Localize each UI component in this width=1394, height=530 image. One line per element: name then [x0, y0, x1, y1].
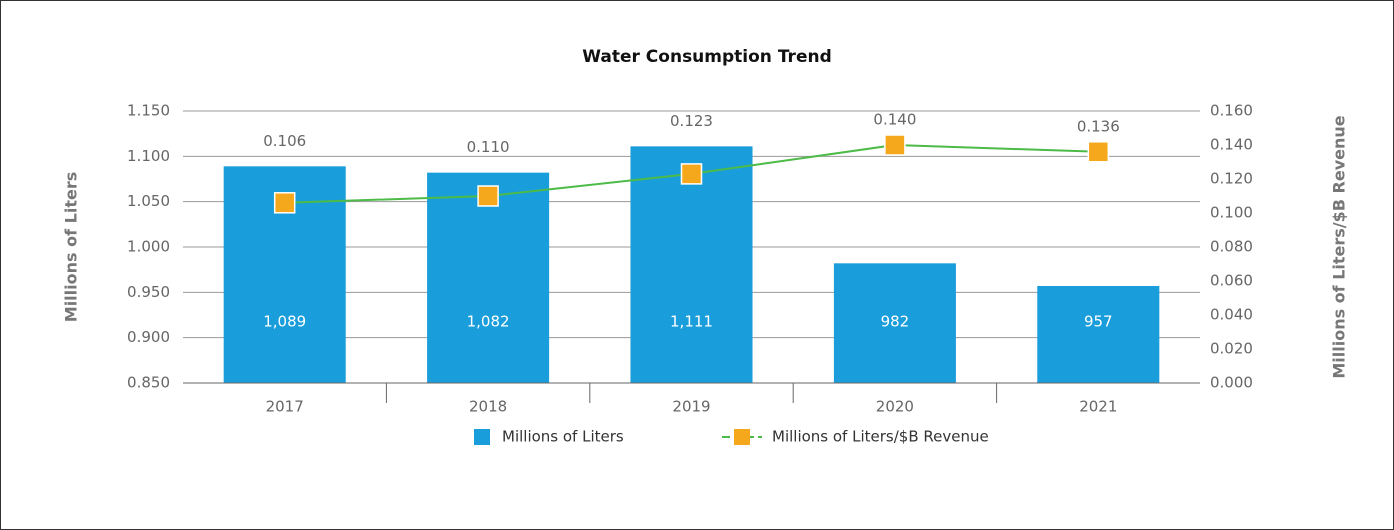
- bar: [833, 263, 956, 383]
- y-tick-label: 0.900: [127, 328, 170, 346]
- bar: [427, 172, 550, 383]
- y2-tick-label: 0.040: [1210, 306, 1253, 324]
- y2-tick-label: 0.160: [1210, 102, 1253, 120]
- y2-tick-label: 0.120: [1210, 170, 1253, 188]
- x-tick-label: 2018: [469, 398, 507, 416]
- y2-tick-label: 0.100: [1210, 204, 1253, 222]
- marker: [1087, 141, 1110, 163]
- bar-label: 1,111: [670, 313, 713, 331]
- bar: [1037, 285, 1160, 383]
- bar-label: 1,082: [467, 313, 510, 331]
- line-label: 0.110: [467, 138, 510, 156]
- y2-tick-label: 0.140: [1210, 136, 1253, 154]
- y-tick-label: 0.950: [127, 283, 170, 301]
- bar-label: 957: [1084, 313, 1113, 331]
- y2-tick-label: 0.080: [1210, 238, 1253, 256]
- y2-tick-label: 0.020: [1210, 340, 1253, 358]
- y-tick-label: 1.050: [127, 192, 170, 210]
- y-tick-label: 1.100: [127, 147, 170, 165]
- bar-label: 982: [881, 313, 910, 331]
- legend-label: Millions of Liters: [502, 428, 624, 446]
- legend-swatch: [474, 429, 490, 445]
- marker: [680, 163, 703, 185]
- y-axis-title: Millions of Liters: [62, 172, 81, 322]
- y2-tick-label: 0.060: [1210, 272, 1253, 290]
- bar-label: 1,089: [263, 313, 306, 331]
- legend-label: Millions of Liters/$B Revenue: [772, 428, 989, 446]
- marker: [477, 185, 499, 207]
- line-label: 0.136: [1077, 117, 1120, 135]
- x-tick-label: 2020: [876, 398, 914, 416]
- line-label: 0.106: [263, 132, 306, 150]
- y-tick-label: 1.000: [127, 238, 170, 256]
- y2-axis-title: Millions of Liters/$B Revenue: [1330, 115, 1349, 378]
- legend-marker: [734, 429, 750, 445]
- chart-title: Water Consumption Trend: [582, 47, 832, 67]
- y-tick-label: 1.150: [127, 102, 170, 120]
- x-tick-label: 2017: [266, 398, 304, 416]
- line-label: 0.123: [670, 112, 713, 130]
- y2-tick-label: 0.000: [1210, 374, 1253, 392]
- line-label: 0.140: [873, 111, 916, 129]
- marker: [273, 192, 296, 214]
- marker: [884, 134, 906, 156]
- x-tick-label: 2021: [1079, 398, 1117, 416]
- bar: [630, 146, 753, 383]
- x-tick-label: 2019: [672, 398, 710, 416]
- y-tick-label: 0.850: [127, 374, 170, 392]
